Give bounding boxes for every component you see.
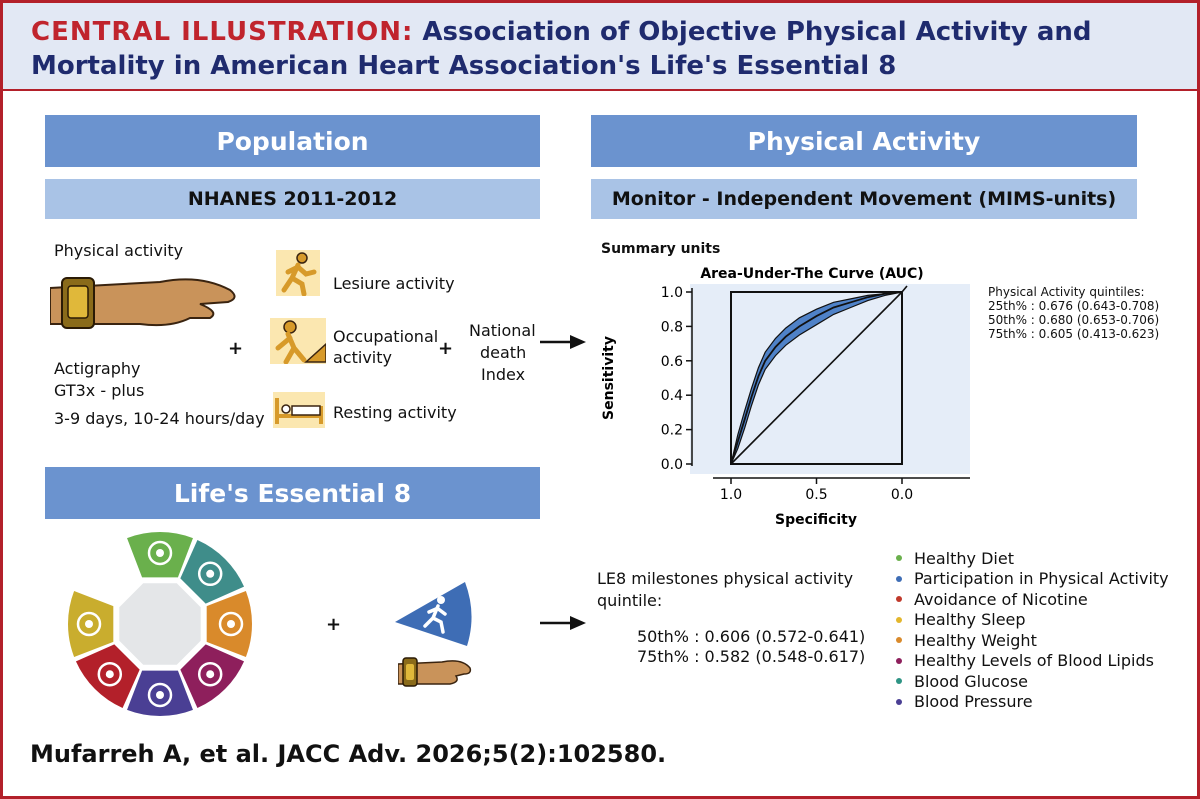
occupational-activity-line2: activity xyxy=(333,348,392,367)
legend-label: Avoidance of Nicotine xyxy=(914,589,1088,609)
death-index-line2: death xyxy=(480,343,527,362)
resting-activity-label: Resting activity xyxy=(333,403,457,422)
bed-icon-center xyxy=(85,620,93,628)
page-title: CENTRAL ILLUSTRATION: Association of Obj… xyxy=(31,17,1092,81)
plus-sign: + xyxy=(228,338,244,359)
y-tick-label: 0.8 xyxy=(661,319,683,335)
y-tick-label: 0.4 xyxy=(661,388,683,404)
y-axis-label: Sensitivity xyxy=(601,336,617,420)
x-axis-label: Specificity xyxy=(775,512,857,528)
legend-dot-icon xyxy=(896,698,902,705)
mims-subheader: Monitor - Independent Movement (MIMS-uni… xyxy=(591,179,1137,219)
legend-dot-icon xyxy=(896,555,902,562)
y-tick-label: 0.2 xyxy=(661,423,683,439)
y-tick-label: 0.6 xyxy=(661,354,683,370)
reference-line xyxy=(730,291,903,465)
title-band: CENTRAL ILLUSTRATION: Association of Obj… xyxy=(3,3,1197,91)
wrist-actigraph-icon xyxy=(50,277,236,329)
plot-frame xyxy=(730,291,903,465)
milestone-50th: 50th% : 0.606 (0.572-0.641) xyxy=(637,627,866,646)
y-tick-label: 0.0 xyxy=(661,457,683,473)
le8-legend: Healthy Diet Participation in Physical Ac… xyxy=(896,548,1169,712)
legend-item: Avoidance of Nicotine xyxy=(896,589,1169,610)
wrist-actigraph-icon xyxy=(398,657,472,687)
milestones-title-line1: LE8 milestones physical activity xyxy=(597,569,854,588)
actigraphy-line1: Actigraphy xyxy=(54,359,141,378)
death-index-line1: National xyxy=(469,321,536,340)
arrow-right-icon xyxy=(540,616,586,630)
legend-dot-icon xyxy=(896,575,902,582)
lipids-icon-center xyxy=(206,670,215,679)
physical-activity-segment-icon xyxy=(395,582,472,646)
blood-pressure-cuff-icon xyxy=(147,682,173,708)
legend-dot-icon xyxy=(896,657,902,664)
wheel-center-octagon xyxy=(119,583,201,665)
running-person-icon xyxy=(276,250,320,296)
summary-units-label: Summary units xyxy=(601,241,721,257)
x-tick-label: 0.5 xyxy=(805,487,827,503)
bed-icon xyxy=(273,392,325,428)
monitoring-duration: 3-9 days, 10-24 hours/day xyxy=(54,409,265,428)
milestones-title-line2: quintile: xyxy=(597,591,663,610)
le8-header: Life's Essential 8 xyxy=(45,467,540,519)
y-tick-label: 1.0 xyxy=(661,285,683,301)
legend-item: Blood Pressure xyxy=(896,692,1169,713)
blood-pressure-cuff-icon-center xyxy=(156,691,164,699)
legend-item: Healthy Diet xyxy=(896,548,1169,569)
legend-item: Blood Glucose xyxy=(896,671,1169,692)
legend-dot-icon xyxy=(896,596,902,603)
legend-dot-icon xyxy=(896,637,902,644)
plus-sign: + xyxy=(326,614,342,635)
legend-item: Healthy Levels of Blood Lipids xyxy=(896,651,1169,672)
carrot-apple-icon xyxy=(147,540,173,566)
quintile-50th: 50th% : 0.680 (0.653-0.706) xyxy=(988,313,1160,327)
physical-activity-header: Physical Activity xyxy=(591,115,1137,167)
occupational-activity-line1: Occupational xyxy=(333,327,439,346)
milestone-75th: 75th% : 0.582 (0.548-0.617) xyxy=(637,647,866,666)
legend-label: Participation in Physical Activity xyxy=(914,569,1169,589)
legend-item: Healthy Sleep xyxy=(896,610,1169,631)
physical-activity-label: Physical activity xyxy=(54,241,184,260)
bed-icon xyxy=(76,611,102,637)
legend-label: Healthy Sleep xyxy=(914,610,1026,630)
legend-dot-icon xyxy=(896,678,902,685)
population-header: Population xyxy=(45,115,540,167)
legend-item: Participation in Physical Activity xyxy=(896,569,1169,590)
actigraphy-line2: GT3x - plus xyxy=(54,381,145,400)
legend-label: Blood Glucose xyxy=(914,671,1028,691)
glucose-meter-icon-center xyxy=(206,569,215,578)
quintile-75th: 75th% : 0.605 (0.413-0.623) xyxy=(988,327,1160,341)
legend-label: Healthy Levels of Blood Lipids xyxy=(914,651,1154,671)
nhanes-subheader: NHANES 2011-2012 xyxy=(45,179,540,219)
x-tick-label: 1.0 xyxy=(720,487,742,503)
arrow-right-icon xyxy=(540,335,586,349)
legend-label: Blood Pressure xyxy=(914,692,1033,712)
construction-worker-icon xyxy=(270,318,326,364)
no-smoking-icon-center xyxy=(105,670,114,679)
x-tick-label: 0.0 xyxy=(891,487,913,503)
quintile-25th: 25th% : 0.676 (0.643-0.708) xyxy=(988,299,1160,313)
no-smoking-icon xyxy=(97,661,123,687)
scale-icon xyxy=(218,611,244,637)
legend-item: Healthy Weight xyxy=(896,630,1169,651)
death-index-line3: Index xyxy=(481,365,526,384)
chart-title: Area-Under-The Curve (AUC) xyxy=(700,266,923,282)
roc-chart: Area-Under-The Curve (AUC) 0.0 0.2 0.4 0.6 0.… xyxy=(601,266,970,528)
legend-label: Healthy Diet xyxy=(914,548,1014,568)
quintiles-title: Physical Activity quintiles: xyxy=(988,285,1145,299)
legend-label: Healthy Weight xyxy=(914,630,1037,650)
lipids-icon xyxy=(197,661,223,687)
legend-dot-icon xyxy=(896,616,902,623)
scale-icon-center xyxy=(227,620,235,628)
plus-sign: + xyxy=(438,338,454,359)
leisure-activity-label: Lesiure activity xyxy=(333,274,455,293)
carrot-apple-icon-center xyxy=(156,549,164,557)
citation: Mufarreh A, et al. JACC Adv. 2026;5(2):1… xyxy=(30,740,667,768)
le8-wheel xyxy=(68,532,253,716)
glucose-meter-icon xyxy=(197,561,223,587)
roc-curve xyxy=(730,291,903,465)
